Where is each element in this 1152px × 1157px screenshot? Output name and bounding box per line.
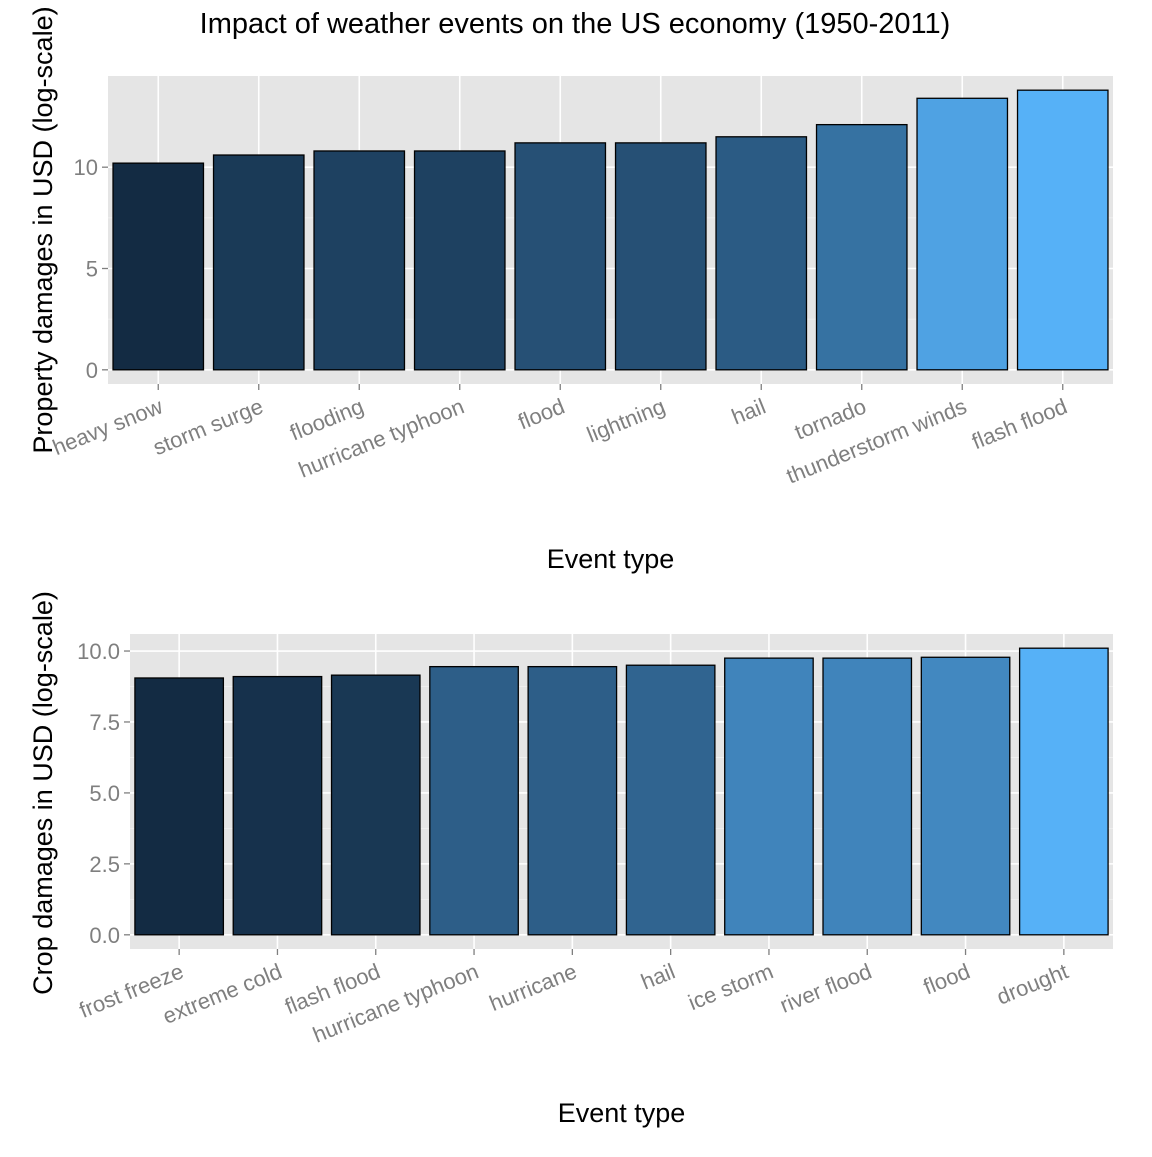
x-tick-label: flood	[515, 393, 569, 434]
bar-flood	[514, 142, 607, 371]
x-tick-label: hurricane typhoon	[295, 393, 468, 482]
bar-flooding	[313, 150, 406, 371]
bar-drought	[1018, 647, 1109, 936]
x-tick-label: lightning	[583, 393, 668, 447]
bar-hail	[625, 664, 716, 936]
bar-flash-flood	[330, 674, 421, 936]
x-tick-label: hail	[728, 393, 769, 429]
y-tick-label: 0.0	[89, 923, 120, 948]
x-tick-label: thunderstorm winds	[783, 393, 970, 488]
bar-hurricane-typhoon	[413, 150, 506, 371]
bar-extreme-cold	[232, 675, 323, 936]
y-tick-label: 7.5	[89, 710, 120, 735]
x-tick-label: hurricane typhoon	[309, 958, 482, 1047]
x-tick-label: flash flood	[968, 393, 1070, 454]
x-tick-label: heavy snow	[49, 393, 166, 460]
bar-flash-flood	[1016, 89, 1109, 371]
y-tick-label: 5	[86, 257, 98, 282]
bar-storm-surge	[212, 154, 305, 371]
x-tick-label: hail	[637, 958, 678, 994]
bar-heavy-snow	[112, 162, 205, 371]
y-tick-label: 2.5	[89, 852, 120, 877]
bar-river-flood	[822, 657, 913, 936]
bar-tornado	[815, 123, 908, 371]
bar-hurricane-typhoon	[429, 665, 519, 936]
x-axis-title: Event type	[547, 544, 675, 574]
y-axis-title: Crop damages in USD (log-scale)	[28, 591, 58, 995]
x-tick-label: flood	[920, 958, 974, 999]
x-tick-label: storm surge	[150, 393, 267, 460]
chart-title: Impact of weather events on the US econo…	[200, 8, 951, 40]
bar-ice-storm	[724, 657, 814, 936]
x-tick-label: hurricane	[486, 958, 580, 1016]
y-tick-label: 5.0	[89, 781, 120, 806]
y-tick-label: 10	[74, 155, 98, 180]
bar-hurricane	[527, 665, 618, 936]
x-tick-label: drought	[993, 958, 1072, 1009]
x-tick-label: ice storm	[685, 958, 777, 1015]
y-tick-label: 0	[86, 358, 98, 383]
x-tick-label: river flood	[776, 958, 875, 1017]
bar-lightning	[614, 142, 707, 371]
y-axis-title: Property damages in USD (log-scale)	[28, 6, 58, 453]
bar-flood	[920, 656, 1011, 936]
bar-thunderstorm-winds	[916, 97, 1009, 371]
y-tick-label: 10.0	[77, 639, 120, 664]
bar-hail	[715, 136, 808, 371]
x-axis-title: Event type	[558, 1098, 686, 1128]
bar-frost-freeze	[134, 677, 225, 936]
